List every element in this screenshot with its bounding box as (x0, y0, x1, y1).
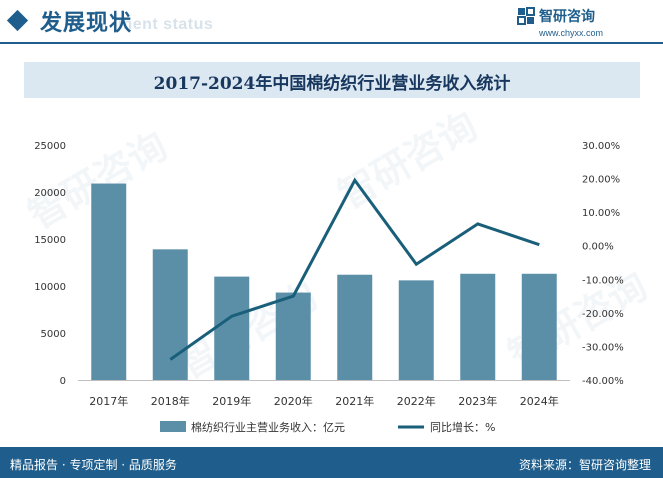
x-tick-label: 2020年 (274, 394, 313, 408)
bar (337, 274, 373, 380)
brand-logo: 智研咨询 www.chyxx.com (517, 6, 647, 42)
header-subtitle: ment status (118, 16, 214, 33)
y-right-tick-label: -20.00% (582, 309, 624, 320)
bar (398, 280, 434, 380)
zhiyan-logo-icon (517, 7, 535, 25)
x-tick-label: 2024年 (520, 394, 559, 408)
legend-bar-swatch (160, 421, 186, 432)
bar (521, 273, 557, 380)
footer-bar: 精品报告 · 专项定制 · 品质服务 资料来源：智研咨询整理 (0, 447, 663, 478)
x-tick-label: 2021年 (335, 394, 374, 408)
footer-source: 资料来源：智研咨询整理 (518, 458, 651, 472)
y-right-tick-label: -40.00% (582, 376, 624, 387)
footer-slogan: 精品报告 · 专项定制 · 品质服务 (10, 458, 177, 472)
y-left-tick-label: 0 (60, 376, 66, 387)
bar (152, 249, 188, 380)
growth-line (169, 177, 540, 361)
y-right-tick-label: 30.00% (582, 141, 620, 152)
bar (91, 183, 127, 380)
legend-bar-label: 棉纺织行业主营业务收入：亿元 (191, 420, 345, 434)
legend-line-label: 同比增长：% (430, 420, 495, 434)
y-right-tick-label: -10.00% (582, 275, 624, 286)
header-title: 发展现状 (40, 10, 133, 36)
x-tick-label: 2023年 (458, 394, 497, 408)
y-right-tick-label: 10.00% (582, 208, 620, 219)
y-left-tick-label: 20000 (34, 188, 66, 199)
bar (275, 292, 311, 380)
logo-url: www.chyxx.com (539, 28, 604, 38)
y-right-tick-label: 0.00% (582, 242, 614, 253)
x-tick-label: 2018年 (151, 394, 190, 408)
y-left-tick-label: 25000 (34, 141, 66, 152)
logo-name: 智研咨询 (539, 9, 595, 25)
bar (460, 273, 496, 380)
x-tick-label: 2019年 (212, 394, 251, 408)
y-left-tick-label: 5000 (41, 329, 66, 340)
bar (214, 276, 250, 380)
x-tick-label: 2017年 (89, 394, 128, 408)
y-left-tick-label: 15000 (34, 235, 66, 246)
y-right-tick-label: 20.00% (582, 175, 620, 186)
combo-chart: 0 5000 10000 15000 20000 25000 -40.00% -30.00% -… (34, 141, 624, 434)
y-left-tick-label: 10000 (34, 282, 66, 293)
chart-title: 2017-2024年中国棉纺织行业营业务收入统计 (153, 74, 511, 94)
chart-title-band: 2017-2024年中国棉纺织行业营业务收入统计 (24, 62, 640, 98)
header-divider (0, 42, 663, 44)
section-header: ment status 发展现状 智研咨询 www.chyxx.com (0, 0, 663, 46)
y-right-tick-label: -30.00% (582, 342, 624, 353)
x-tick-label: 2022年 (397, 394, 436, 408)
